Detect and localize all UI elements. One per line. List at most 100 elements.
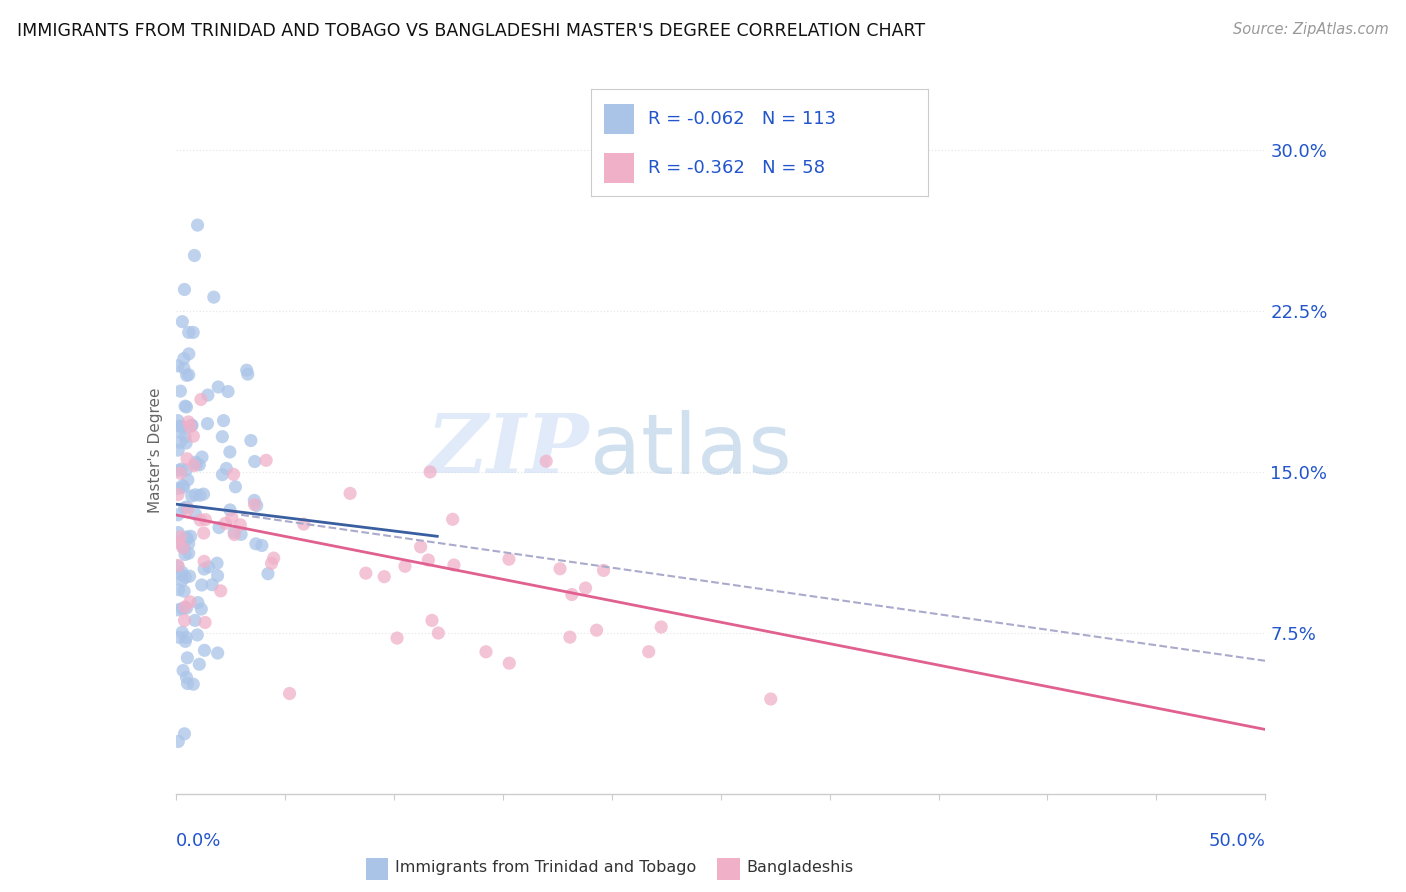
Text: IMMIGRANTS FROM TRINIDAD AND TOBAGO VS BANGLADESHI MASTER'S DEGREE CORRELATION C: IMMIGRANTS FROM TRINIDAD AND TOBAGO VS B…	[17, 22, 925, 40]
Point	[173, 361, 195, 376]
Point	[190, 578, 212, 592]
Point	[188, 488, 211, 502]
Point	[193, 487, 215, 501]
Point	[174, 570, 197, 584]
Point	[181, 326, 204, 340]
Point	[208, 520, 231, 534]
Point	[169, 467, 191, 481]
Point	[224, 525, 246, 540]
Point	[217, 384, 239, 399]
Point	[167, 487, 190, 501]
Point	[174, 634, 197, 648]
Point	[239, 434, 262, 448]
Point	[172, 315, 194, 329]
Point	[561, 588, 583, 602]
Point	[183, 458, 205, 473]
Point	[173, 283, 195, 297]
Point	[172, 541, 194, 555]
Point	[172, 478, 194, 492]
Point	[211, 430, 233, 444]
Point	[190, 602, 212, 616]
Point	[585, 623, 607, 637]
Text: 0.0%: 0.0%	[176, 831, 221, 850]
Point	[257, 566, 280, 581]
Point	[186, 628, 208, 642]
Point	[172, 540, 194, 554]
Point	[218, 445, 240, 459]
Point	[177, 368, 200, 382]
Point	[176, 651, 198, 665]
Point	[254, 453, 277, 467]
Point	[173, 584, 195, 599]
Point	[177, 326, 200, 340]
Bar	[605, 153, 634, 184]
Point	[409, 540, 432, 554]
Point	[212, 414, 235, 428]
Point	[243, 454, 266, 468]
Point	[181, 418, 204, 433]
Point	[167, 558, 190, 573]
Text: Bangladeshis: Bangladeshis	[747, 861, 853, 875]
Point	[167, 359, 190, 373]
Point	[548, 562, 571, 576]
Point	[650, 620, 672, 634]
Point	[637, 645, 659, 659]
Point	[167, 631, 190, 645]
Point	[184, 455, 207, 469]
Bar	[366, 858, 388, 880]
Point	[174, 463, 197, 477]
Point	[177, 347, 200, 361]
Point	[534, 454, 557, 468]
Point	[222, 467, 245, 482]
Point	[181, 677, 204, 691]
Point	[186, 457, 208, 471]
Point	[173, 500, 195, 515]
Point	[167, 535, 190, 549]
Point	[205, 556, 228, 570]
Point	[167, 443, 190, 458]
Point	[179, 595, 201, 609]
Point	[197, 417, 219, 431]
Point	[498, 552, 520, 566]
Point	[221, 510, 243, 524]
Point	[246, 499, 269, 513]
Point	[441, 512, 464, 526]
Point	[167, 525, 190, 540]
Point	[188, 657, 211, 672]
Y-axis label: Master's Degree: Master's Degree	[148, 388, 163, 513]
Point	[167, 463, 190, 477]
Point	[207, 380, 229, 394]
Point	[354, 566, 377, 581]
Point	[235, 363, 257, 377]
Point	[177, 473, 200, 487]
Point	[207, 568, 229, 582]
Point	[169, 435, 191, 450]
Point	[187, 596, 209, 610]
Point	[498, 656, 520, 670]
Point	[167, 582, 190, 597]
Point	[177, 502, 200, 516]
Point	[183, 248, 205, 262]
Point	[190, 392, 212, 407]
Point	[339, 486, 361, 500]
Point	[250, 539, 273, 553]
Point	[174, 548, 197, 562]
Point	[167, 414, 190, 428]
Point	[180, 418, 202, 433]
Point	[183, 429, 205, 443]
Point	[184, 488, 207, 502]
Text: atlas: atlas	[591, 410, 792, 491]
Point	[174, 599, 197, 614]
Point	[214, 516, 236, 531]
Point	[176, 532, 198, 546]
Point	[211, 467, 233, 482]
Point	[167, 603, 190, 617]
Point	[278, 686, 301, 700]
Point	[385, 631, 408, 645]
Point	[215, 461, 238, 475]
Point	[243, 493, 266, 508]
Point	[167, 482, 190, 496]
Point	[184, 508, 207, 522]
Point	[172, 541, 194, 555]
Point	[169, 384, 191, 398]
